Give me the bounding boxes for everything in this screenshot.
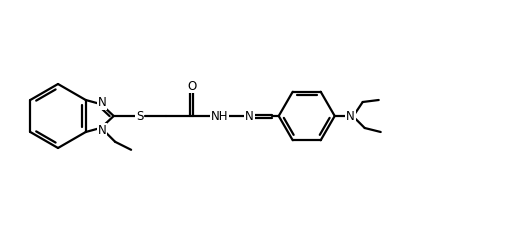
Text: O: O	[187, 79, 196, 92]
Text: N: N	[346, 109, 355, 122]
Text: S: S	[136, 109, 144, 122]
Text: NH: NH	[211, 109, 228, 122]
Text: N: N	[98, 96, 107, 109]
Text: N: N	[245, 109, 254, 122]
Text: N: N	[98, 124, 107, 137]
